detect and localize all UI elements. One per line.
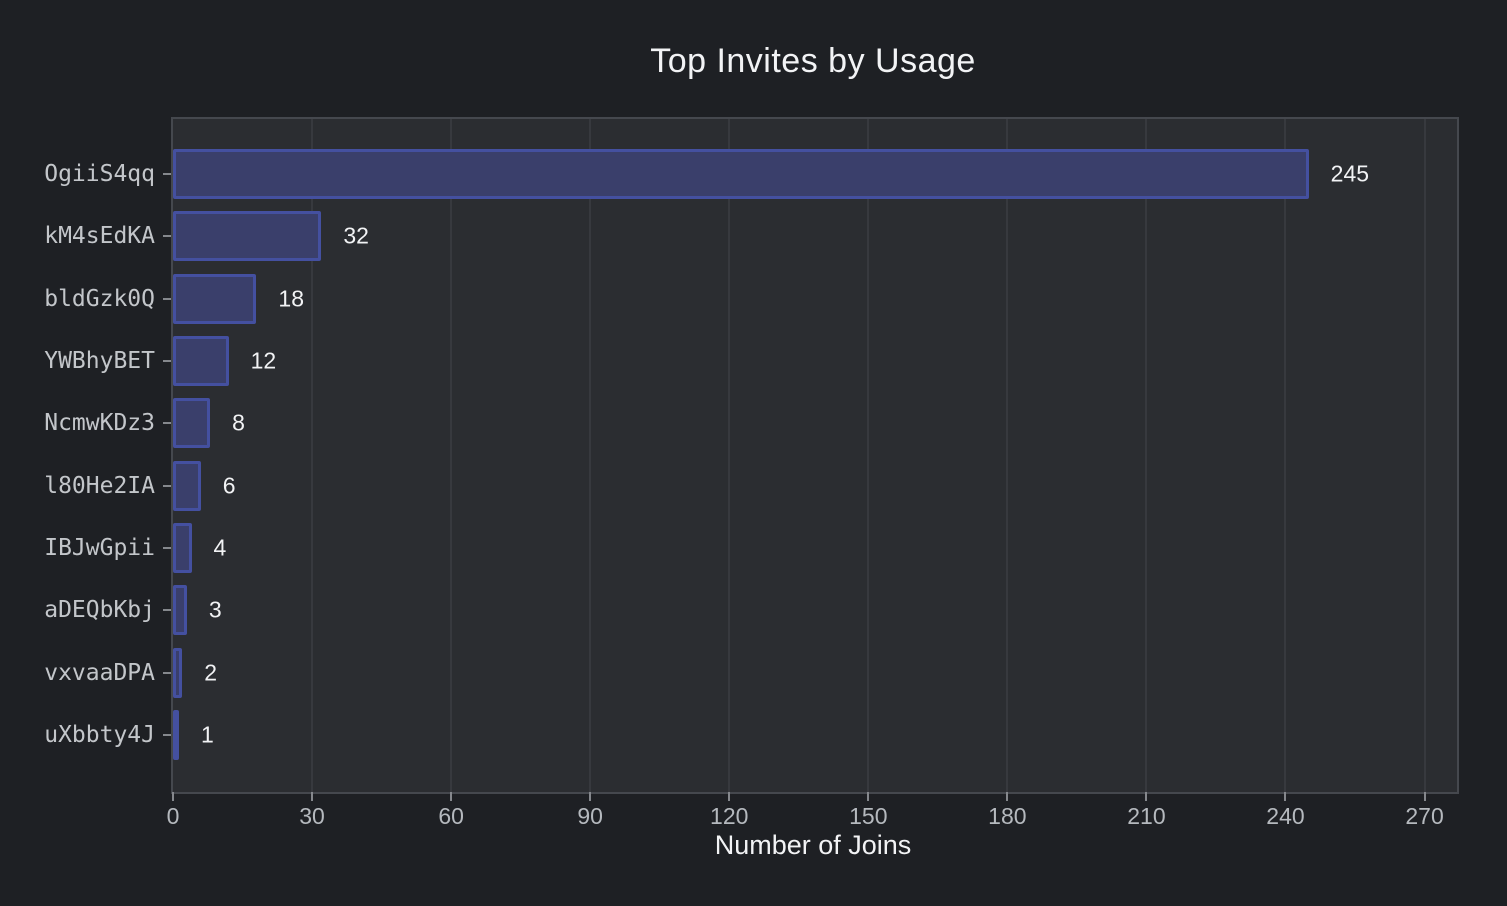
- x-tick-label: 210: [1127, 803, 1166, 829]
- y-tick-label: bldGzk0Q: [44, 285, 155, 312]
- gridline-x-210: [1145, 119, 1148, 792]
- y-tick-label: YWBhyBET: [44, 348, 155, 375]
- y-tick-mark: [163, 484, 171, 487]
- bar-value-label: 3: [208, 596, 222, 623]
- x-tick-mark: [311, 792, 314, 801]
- x-tick-label: 180: [988, 803, 1027, 829]
- bar-OgiiS4qq: [173, 149, 1309, 200]
- y-tick-mark: [163, 297, 171, 300]
- gridline-x-90: [589, 119, 592, 792]
- x-tick-label: 0: [166, 803, 180, 829]
- gridline-x-270: [1423, 119, 1426, 792]
- x-tick-mark: [728, 792, 731, 801]
- y-tick-label: vxvaaDPA: [44, 659, 155, 686]
- bar-value-label: 4: [213, 534, 227, 561]
- x-tick-label: 120: [710, 803, 749, 829]
- bar-row: IBJwGpii 4: [44, 517, 1457, 579]
- bar-value-label: 18: [278, 285, 305, 312]
- x-tick-mark: [589, 792, 592, 801]
- bar-l80He2IA: [173, 460, 201, 511]
- bar-bldGzk0Q: [173, 273, 257, 324]
- y-tick-mark: [163, 609, 171, 612]
- x-tick-label: 60: [438, 803, 464, 829]
- gridline-x-120: [728, 119, 731, 792]
- bar-YWBhyBET: [173, 336, 229, 387]
- y-tick-mark: [163, 173, 171, 176]
- bar-value-label: 32: [343, 222, 369, 249]
- bar-value-label: 6: [222, 472, 236, 499]
- bar-value-label: 245: [1330, 160, 1370, 187]
- x-tick-label: 240: [1266, 803, 1305, 829]
- x-tick-label: 150: [849, 803, 888, 829]
- x-tick-label: 270: [1405, 803, 1444, 829]
- bar-value-label: 2: [204, 659, 218, 686]
- y-tick-mark: [163, 733, 171, 736]
- gridline-x-30: [311, 119, 314, 792]
- x-tick-mark: [1284, 792, 1287, 801]
- x-tick-mark: [1145, 792, 1148, 801]
- y-tick-mark: [163, 235, 171, 238]
- y-tick-label: aDEQbKbj: [44, 597, 155, 624]
- y-tick-label: OgiiS4qq: [44, 161, 155, 188]
- bar-uXbbty4J: [173, 709, 179, 760]
- y-tick-label: kM4sEdKA: [44, 223, 155, 250]
- bar-row: YWBhyBET 12: [44, 330, 1457, 392]
- bar-row: vxvaaDPA 2: [44, 641, 1457, 703]
- y-tick-label: l80He2IA: [44, 472, 155, 499]
- bar-value-label: 12: [250, 347, 277, 374]
- y-tick-mark: [163, 422, 171, 425]
- bar-row: uXbbty4J 1: [44, 704, 1457, 766]
- chart-title: Top Invites by Usage: [650, 42, 976, 80]
- x-tick-mark: [1423, 792, 1426, 801]
- gridline-x-60: [450, 119, 453, 792]
- y-tick-label: uXbbty4J: [44, 721, 155, 748]
- bar-value-label: 8: [232, 409, 245, 436]
- bar-aDEQbKbj: [173, 585, 187, 636]
- y-tick-mark: [163, 360, 171, 363]
- x-tick-label: 90: [577, 803, 603, 829]
- gridline-x-180: [1006, 119, 1009, 792]
- bar-row: aDEQbKbj 3: [44, 579, 1457, 641]
- plot-area: OgiiS4qq 245 kM4sEdKA 32 bldGzk0Q 18 YWBhyBET 1…: [44, 117, 1459, 794]
- x-tick-mark: [450, 792, 453, 801]
- bar-row: kM4sEdKA 32: [44, 205, 1457, 267]
- x-tick-mark: [1006, 792, 1009, 801]
- bar-IBJwGpii: [173, 522, 192, 573]
- bar-row: NcmwKDz3 8: [44, 392, 1457, 454]
- bar-value-label: 1: [201, 721, 214, 748]
- x-tick-mark: [172, 792, 174, 801]
- y-tick-label: NcmwKDz3: [44, 410, 155, 437]
- bar-row: OgiiS4qq 245: [44, 143, 1457, 205]
- x-tick-label: 30: [299, 803, 325, 829]
- bar-kM4sEdKA: [173, 211, 322, 262]
- bar-NcmwKDz3: [173, 398, 211, 449]
- x-tick-mark: [867, 792, 870, 801]
- bar-vxvaaDPA: [173, 647, 183, 698]
- y-tick-mark: [163, 671, 171, 674]
- bar-row: bldGzk0Q 18: [44, 268, 1457, 330]
- x-axis-label: Number of Joins: [714, 830, 912, 860]
- y-tick-label: IBJwGpii: [44, 534, 155, 561]
- y-tick-mark: [163, 546, 171, 549]
- gridline-x-150: [867, 119, 870, 792]
- gridline-x-240: [1284, 119, 1287, 792]
- bar-row: l80He2IA 6: [44, 455, 1457, 517]
